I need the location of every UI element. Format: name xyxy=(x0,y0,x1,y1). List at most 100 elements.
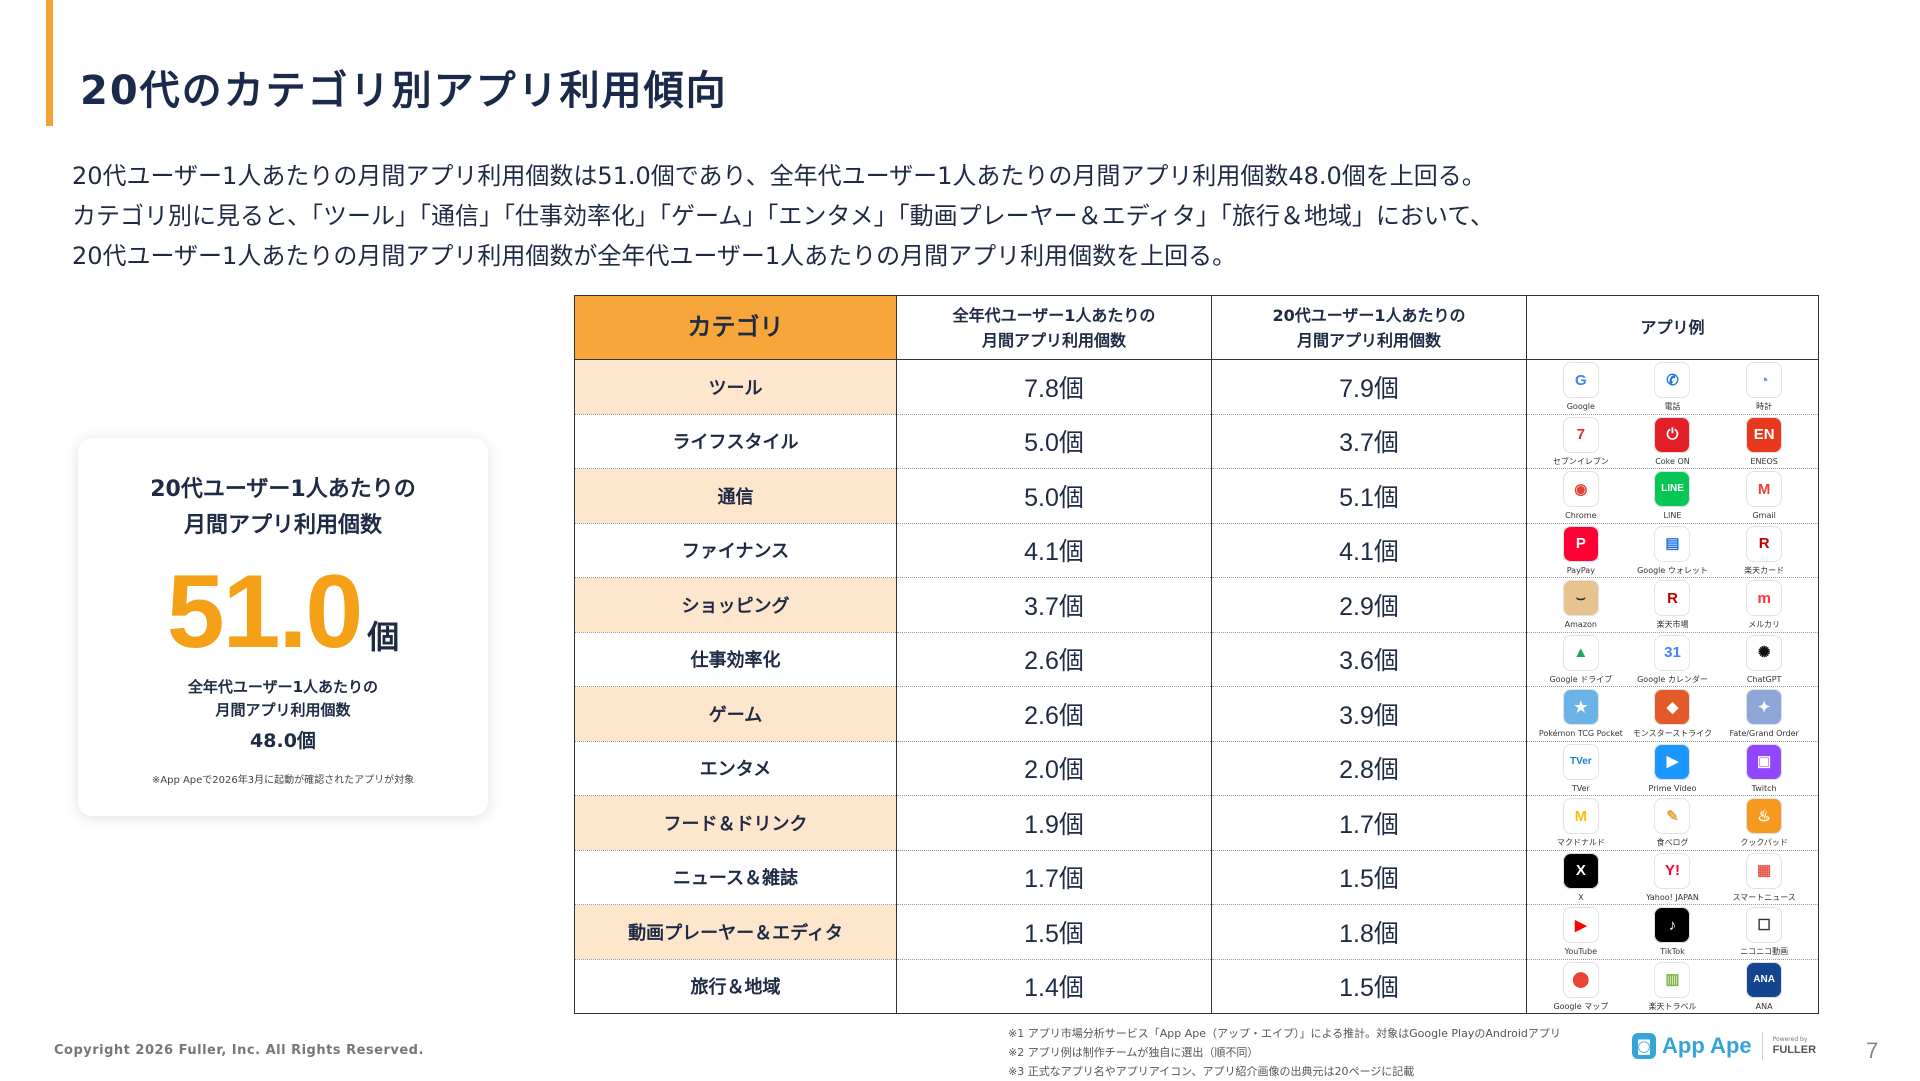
app-item: EN ENEOS xyxy=(1721,416,1807,466)
summary-comparison: 全年代ユーザー1人あたりの 月間アプリ利用個数 xyxy=(78,676,488,722)
seven-eleven-icon: 7 xyxy=(1562,416,1599,453)
app-item: ▥ 楽天トラベル xyxy=(1629,961,1715,1011)
row-twenties-value: 1.5個 xyxy=(1211,959,1527,1014)
google-drive-icon: ▲ xyxy=(1562,634,1599,671)
footnote: ※1 アプリ市場分析サービス「App Ape（アップ・エイプ）」による推計。対象… xyxy=(1008,1027,1561,1040)
table-header-row: カテゴリ 全年代ユーザー1人あたりの 月間アプリ利用個数 20代ユーザー1人あた… xyxy=(574,295,1819,360)
app-ape-logo-icon: ◙ xyxy=(1632,1033,1656,1059)
app-item: ✆ 電話 xyxy=(1629,362,1715,411)
app-list: TVer TVer ▶ Prime Video ▣ Twitch xyxy=(1527,743,1818,793)
google-maps-icon: ⬤ xyxy=(1562,961,1599,998)
row-all-ages-value: 5.0個 xyxy=(896,414,1212,469)
row-category: 動画プレーヤー＆エディタ xyxy=(574,904,897,960)
app-item: ☐ ニコニコ動画 xyxy=(1721,907,1807,956)
cookpad-icon: ♨ xyxy=(1746,798,1783,835)
row-app-examples: P PayPay ▤ Google ウォレット R 楽天カード xyxy=(1526,523,1819,578)
app-name: 楽天カード xyxy=(1744,565,1785,575)
row-app-examples: ◉ Chrome LINE LINE M Gmail xyxy=(1526,468,1819,524)
monster-strike-icon: ◆ xyxy=(1654,689,1691,726)
app-name: YouTube xyxy=(1564,947,1598,957)
row-twenties-value: 1.7個 xyxy=(1211,795,1527,851)
row-all-ages-value: 7.8個 xyxy=(896,359,1212,415)
app-item: LINE LINE xyxy=(1629,471,1715,520)
app-item: M マクドナルド xyxy=(1538,798,1624,847)
twitch-icon: ▣ xyxy=(1746,743,1783,780)
fuller-logo: Powered by FULLER xyxy=(1773,1036,1816,1056)
intro-line: カテゴリ別に見ると、「ツール」「通信」「仕事効率化」「ゲーム」「エンタメ」「動画… xyxy=(72,202,1494,230)
tabelog-icon: ✎ xyxy=(1654,798,1691,835)
summary-card: 20代ユーザー1人あたりの 月間アプリ利用個数 51.0 個 全年代ユーザー1人… xyxy=(78,438,488,816)
summary-sub-value: 48.0個 xyxy=(250,730,316,752)
app-item: ◆ モンスターストライク xyxy=(1629,689,1715,738)
app-item: ▲ Google ドライブ xyxy=(1538,634,1624,684)
yahoo-japan-icon: Y! xyxy=(1654,852,1691,889)
row-app-examples: ▲ Google ドライブ 31 Google カレンダー ✺ ChatGPT xyxy=(1526,632,1819,687)
prime-video-icon: ▶ xyxy=(1654,743,1691,780)
footnote: ※2 アプリ例は制作チームが独自に選出（順不同） xyxy=(1008,1046,1259,1059)
row-twenties-value: 2.8個 xyxy=(1211,741,1527,796)
app-item: ♪ TikTok xyxy=(1629,907,1715,956)
header-twenties-line: 月間アプリ利用個数 xyxy=(1296,330,1441,350)
row-app-examples: ★ Pokémon TCG Pocket ◆ モンスターストライク ✦ Fate/Gran… xyxy=(1526,686,1819,742)
header-category: カテゴリ xyxy=(574,295,897,360)
row-category: ニュース＆雑誌 xyxy=(574,850,897,905)
app-name: 楽天トラベル xyxy=(1648,1001,1697,1011)
row-app-examples: ▶ YouTube ♪ TikTok ☐ ニコニコ動画 xyxy=(1526,904,1819,960)
app-name: マクドナルド xyxy=(1556,838,1605,848)
app-list: 7 セブンイレブン ⏻ Coke ON EN ENEOS xyxy=(1527,416,1818,466)
table-row: ファイナンス 4.1個 4.1個 P PayPay ▤ Google ウォレット R 楽天カード xyxy=(574,523,1819,578)
app-item: ▶ YouTube xyxy=(1538,907,1624,956)
app-name: Coke ON xyxy=(1655,456,1690,466)
app-name: Prime Video xyxy=(1648,783,1697,793)
app-item: ⌣ Amazon xyxy=(1538,580,1624,629)
table-row: ツール 7.8個 7.9個 G Google ✆ 電話 ◔ 時計 xyxy=(574,359,1819,415)
app-item: M Gmail xyxy=(1721,471,1807,520)
app-name: Google ウォレット xyxy=(1637,565,1708,575)
google-calendar-icon: 31 xyxy=(1654,634,1691,671)
row-twenties-value: 1.8個 xyxy=(1211,904,1527,960)
table-row: フード＆ドリンク 1.9個 1.7個 M マクドナルド ✎ 食べログ ♨ クックパッド xyxy=(574,795,1819,851)
app-name: 時計 xyxy=(1756,402,1773,412)
app-item: ANA ANA xyxy=(1721,961,1807,1011)
table-body: ツール 7.8個 7.9個 G Google ✆ 電話 ◔ 時計 ライフスタイル 5.0個 3.7個 7… xyxy=(574,359,1819,1014)
app-name: ENEOS xyxy=(1750,456,1778,466)
header-all-line: 全年代ユーザー1人あたりの xyxy=(952,305,1156,325)
table-row: 動画プレーヤー＆エディタ 1.5個 1.8個 ▶ YouTube ♪ TikTok ☐ ニコニコ… xyxy=(574,904,1819,960)
row-category: 仕事効率化 xyxy=(574,632,897,687)
title-accent-bar xyxy=(46,0,53,126)
row-all-ages-value: 4.1個 xyxy=(896,523,1212,578)
table-row: エンタメ 2.0個 2.8個 TVer TVer ▶ Prime Video ▣ Twitch xyxy=(574,741,1819,796)
row-app-examples: G Google ✆ 電話 ◔ 時計 xyxy=(1526,359,1819,415)
row-app-examples: ⬤ Google マップ ▥ 楽天トラベル ANA ANA xyxy=(1526,959,1819,1014)
app-item: ▤ Google ウォレット xyxy=(1629,525,1715,575)
row-all-ages-value: 1.9個 xyxy=(896,795,1212,851)
app-item: 31 Google カレンダー xyxy=(1629,634,1715,684)
app-item: G Google xyxy=(1538,362,1624,411)
app-item: ▣ Twitch xyxy=(1721,743,1807,793)
amazon-icon: ⌣ xyxy=(1562,580,1599,617)
app-list: ⬤ Google マップ ▥ 楽天トラベル ANA ANA xyxy=(1527,961,1818,1011)
chrome-icon: ◉ xyxy=(1562,471,1599,508)
row-all-ages-value: 3.7個 xyxy=(896,577,1212,633)
app-item: ◔ 時計 xyxy=(1721,362,1807,411)
header-all-line: 月間アプリ利用個数 xyxy=(981,330,1126,350)
app-item: ♨ クックパッド xyxy=(1721,798,1807,847)
app-item: P PayPay xyxy=(1538,525,1624,575)
row-all-ages-value: 1.5個 xyxy=(896,904,1212,960)
row-category: ゲーム xyxy=(574,686,897,742)
row-all-ages-value: 2.6個 xyxy=(896,686,1212,742)
app-list: ◉ Chrome LINE LINE M Gmail xyxy=(1527,471,1818,520)
pokemon-tcg-pocket-icon: ★ xyxy=(1562,689,1599,726)
app-item: Y! Yahoo! JAPAN xyxy=(1629,852,1715,902)
app-name: メルカリ xyxy=(1748,620,1781,630)
row-all-ages-value: 1.7個 xyxy=(896,850,1212,905)
header-twenties: 20代ユーザー1人あたりの 月間アプリ利用個数 xyxy=(1211,295,1527,360)
row-category: 通信 xyxy=(574,468,897,524)
app-item: ◉ Chrome xyxy=(1538,471,1624,520)
row-all-ages-value: 2.6個 xyxy=(896,632,1212,687)
app-name: Google xyxy=(1566,402,1595,412)
app-name: Twitch xyxy=(1751,783,1777,793)
app-name: Pokémon TCG Pocket xyxy=(1538,729,1623,739)
row-all-ages-value: 5.0個 xyxy=(896,468,1212,524)
app-item: 7 セブンイレブン xyxy=(1538,416,1624,466)
